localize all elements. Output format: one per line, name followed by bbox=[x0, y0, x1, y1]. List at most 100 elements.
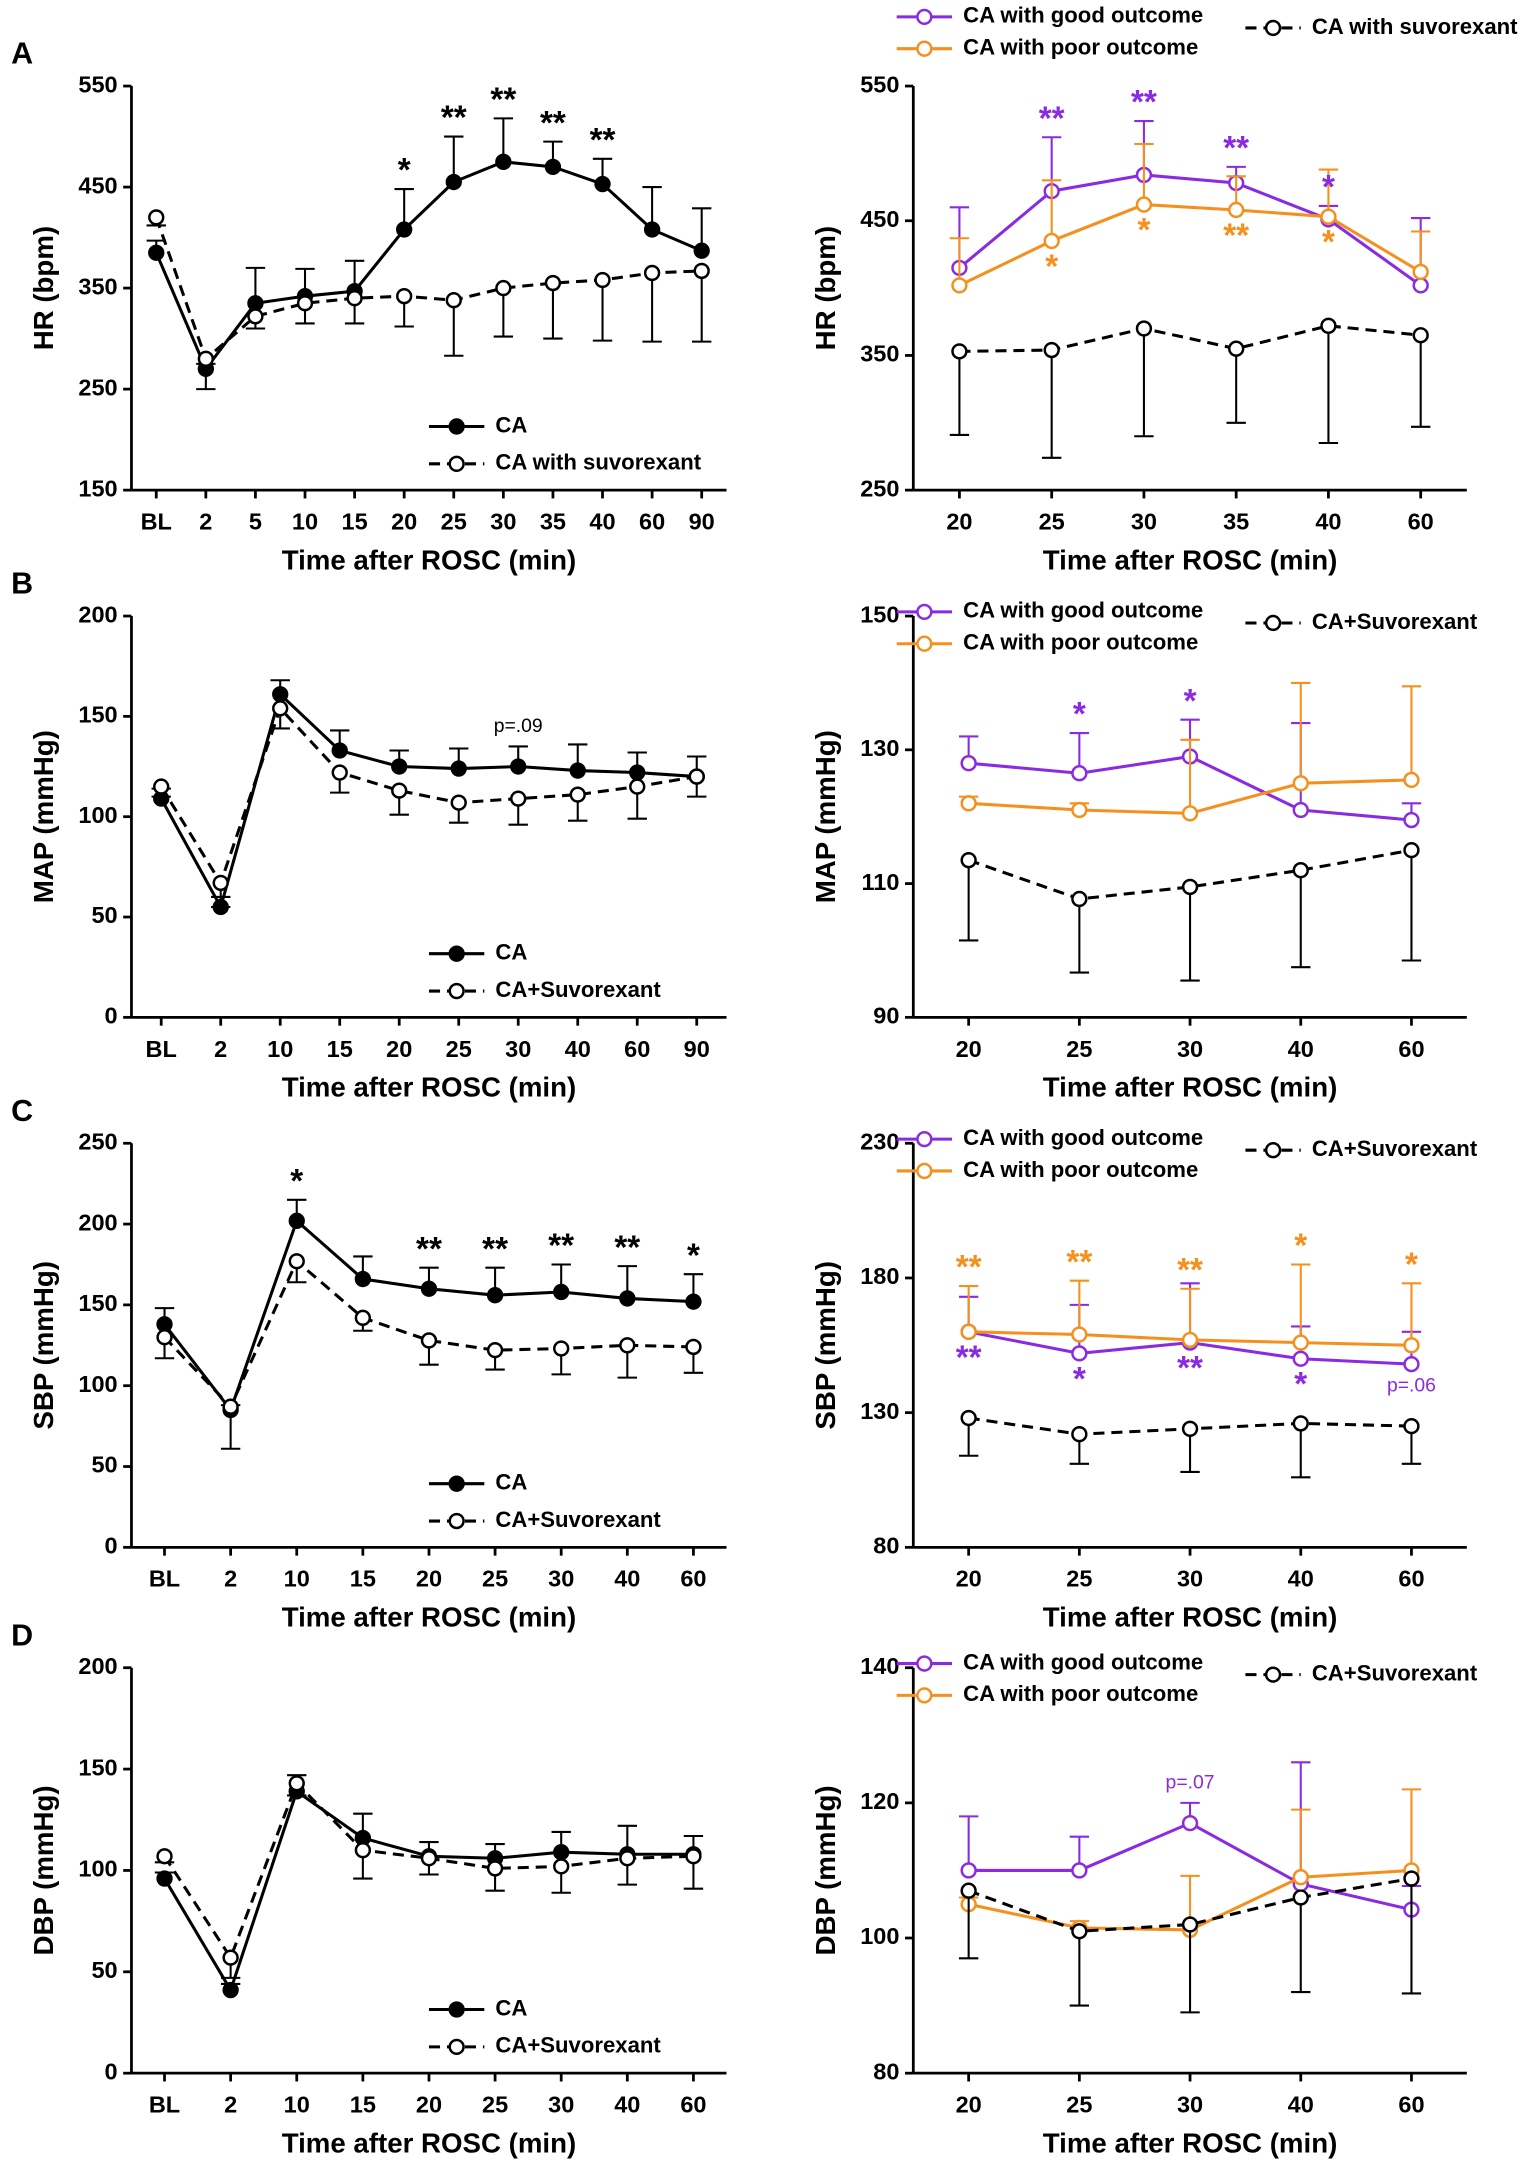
x-tick-label: 25 bbox=[482, 2092, 508, 2118]
legend-label: CA with poor outcome bbox=[963, 35, 1198, 60]
data-point bbox=[1043, 341, 1060, 359]
x-tick-label: BL bbox=[141, 509, 172, 535]
data-point bbox=[495, 279, 512, 297]
x-tick-label: 15 bbox=[350, 2092, 376, 2118]
legend-label: CA bbox=[495, 412, 527, 437]
x-tick-label: 25 bbox=[1066, 1566, 1092, 1592]
legend-label: CA with suvorexant bbox=[1312, 14, 1518, 39]
x-tick-label: 20 bbox=[416, 2092, 442, 2118]
x-tick-label: 10 bbox=[267, 1036, 293, 1062]
y-tick-label: 100 bbox=[78, 1371, 117, 1397]
annotation: ** bbox=[614, 1229, 640, 1266]
y-tick-label: 80 bbox=[873, 1533, 899, 1559]
x-tick-label: 10 bbox=[284, 2092, 310, 2118]
data-point bbox=[1412, 263, 1429, 281]
x-tick-label: 15 bbox=[327, 1036, 353, 1062]
y-tick-label: 150 bbox=[78, 1754, 117, 1780]
x-tick-label: 30 bbox=[505, 1036, 531, 1062]
data-point bbox=[1071, 801, 1088, 819]
annotation: ** bbox=[590, 122, 616, 159]
annotation: ** bbox=[1131, 84, 1157, 121]
data-point bbox=[569, 762, 586, 779]
data-point bbox=[960, 1862, 977, 1879]
annotation: * bbox=[1322, 169, 1335, 206]
series-line bbox=[163, 1258, 694, 1410]
data-point bbox=[1181, 1814, 1199, 1832]
y-tick-label: 250 bbox=[78, 374, 117, 400]
data-point bbox=[951, 277, 968, 294]
x-tick-label: 30 bbox=[1177, 2092, 1203, 2118]
x-tick-label: 60 bbox=[680, 2092, 706, 2118]
y-tick-label: 200 bbox=[78, 1653, 117, 1679]
data-point bbox=[1181, 1331, 1199, 1349]
annotation: ** bbox=[1039, 100, 1065, 137]
legend-label: CA with poor outcome bbox=[963, 1681, 1198, 1706]
x-tick-label: 25 bbox=[446, 1036, 472, 1062]
x-tick-label: 90 bbox=[689, 509, 715, 535]
legend-marker bbox=[916, 603, 933, 621]
series-line bbox=[958, 203, 1422, 287]
data-point bbox=[396, 288, 413, 305]
data-point bbox=[1292, 862, 1309, 879]
legend-label: CA bbox=[495, 1995, 527, 2020]
y-axis-label: MAP (mmHg) bbox=[810, 730, 841, 903]
legend-marker bbox=[916, 1687, 933, 1704]
data-point bbox=[1135, 196, 1153, 213]
legend-marker bbox=[916, 1655, 933, 1672]
x-tick-label: 30 bbox=[548, 1566, 574, 1592]
data-point bbox=[1403, 1337, 1420, 1354]
data-point bbox=[1292, 801, 1309, 819]
y-axis-label: HR (bpm) bbox=[810, 226, 841, 350]
y-tick-label: 80 bbox=[873, 2058, 899, 2084]
x-tick-label: 2 bbox=[214, 1036, 227, 1062]
y-tick-label: 140 bbox=[860, 1653, 899, 1679]
x-tick-label: 40 bbox=[614, 2092, 640, 2118]
series-line bbox=[154, 216, 702, 362]
y-tick-label: 450 bbox=[78, 172, 117, 198]
panel-label: A bbox=[11, 37, 33, 71]
data-point bbox=[1292, 1334, 1309, 1351]
y-tick-label: 90 bbox=[873, 1003, 899, 1029]
annotation: * bbox=[1184, 683, 1197, 720]
y-tick-label: 100 bbox=[860, 1923, 899, 1949]
data-point bbox=[1292, 1889, 1309, 1906]
data-point bbox=[354, 1309, 372, 1326]
x-axis-label: Time after ROSC (min) bbox=[1043, 544, 1338, 575]
data-point bbox=[594, 175, 611, 193]
data-point bbox=[450, 794, 467, 811]
x-tick-label: 15 bbox=[350, 1566, 376, 1592]
y-tick-label: 150 bbox=[860, 601, 899, 627]
data-point bbox=[1181, 1916, 1199, 1933]
x-tick-label: 60 bbox=[1398, 1566, 1424, 1592]
panel-label: D bbox=[11, 1618, 33, 1652]
y-tick-label: 120 bbox=[860, 1788, 899, 1814]
x-tick-label: 20 bbox=[956, 2092, 982, 2118]
x-tick-label: 40 bbox=[1288, 1036, 1314, 1062]
x-tick-label: 20 bbox=[946, 509, 972, 535]
x-tick-label: 60 bbox=[624, 1036, 650, 1062]
y-axis-label: SBP (mmHg) bbox=[810, 1261, 841, 1430]
legend-label: CA+Suvorexant bbox=[1312, 1660, 1478, 1685]
data-point bbox=[1403, 771, 1420, 789]
series-line bbox=[159, 705, 697, 887]
x-tick-label: 40 bbox=[565, 1036, 591, 1062]
data-point bbox=[148, 209, 165, 226]
data-point bbox=[1403, 811, 1420, 829]
data-point bbox=[445, 292, 462, 309]
y-tick-label: 150 bbox=[78, 1290, 117, 1316]
data-point bbox=[247, 308, 264, 325]
x-axis-label: Time after ROSC (min) bbox=[282, 1602, 577, 1633]
y-tick-label: 0 bbox=[105, 2058, 118, 2084]
x-tick-label: 30 bbox=[490, 509, 516, 535]
data-point bbox=[354, 1270, 372, 1288]
x-tick-label: 5 bbox=[249, 509, 262, 535]
data-point bbox=[544, 158, 562, 176]
data-point bbox=[197, 350, 215, 367]
legend-marker bbox=[448, 1475, 465, 1492]
data-point bbox=[553, 1844, 570, 1861]
legend-marker bbox=[448, 455, 465, 472]
x-tick-label: 60 bbox=[1408, 509, 1434, 535]
legend-label: CA+Suvorexant bbox=[495, 2033, 661, 2058]
data-point bbox=[272, 686, 289, 703]
data-point bbox=[391, 758, 408, 775]
